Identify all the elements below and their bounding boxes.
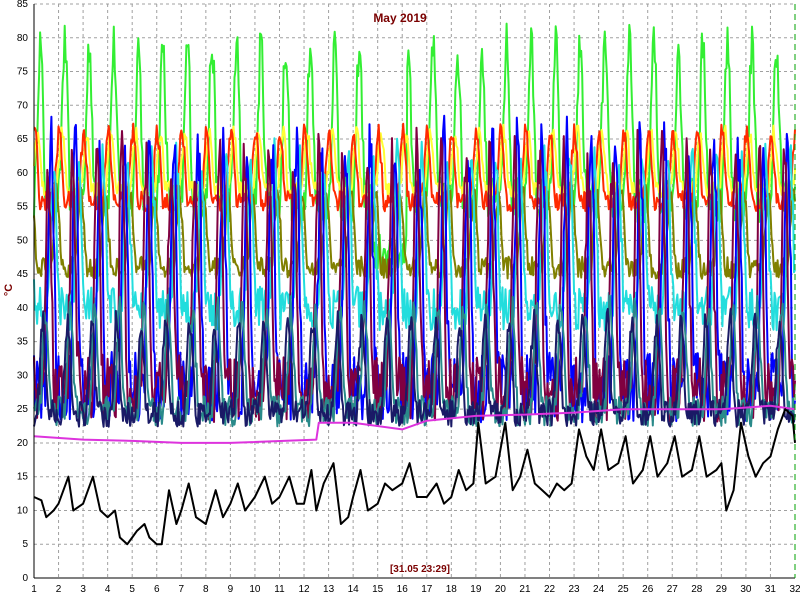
y-tick-label: 70 [17, 100, 29, 111]
x-tick-label: 22 [544, 584, 556, 595]
x-tick-label: 27 [667, 584, 679, 595]
y-tick-label: 5 [22, 539, 28, 550]
x-tick-label: 18 [446, 584, 458, 595]
x-tick-label: 10 [249, 584, 261, 595]
x-tick-label: 25 [618, 584, 630, 595]
chart-title: May 2019 [373, 11, 427, 25]
x-tick-label: 30 [740, 584, 752, 595]
x-tick-label: 11 [274, 584, 285, 595]
x-tick-label: 29 [716, 584, 728, 595]
y-tick-label: 80 [17, 33, 29, 44]
x-tick-label: 21 [519, 584, 531, 595]
y-tick-label: 40 [17, 303, 29, 314]
x-tick-label: 16 [397, 584, 409, 595]
x-tick-label: 5 [129, 584, 135, 595]
y-tick-label: 10 [17, 505, 29, 516]
x-tick-label: 19 [470, 584, 482, 595]
timestamp-label: [31.05 23:29] [390, 564, 450, 575]
x-tick-label: 20 [495, 584, 507, 595]
y-tick-label: 65 [17, 134, 29, 145]
series-line [33, 307, 796, 428]
x-tick-label: 17 [421, 584, 433, 595]
y-tick-label: 30 [17, 370, 29, 381]
x-tick-label: 3 [80, 584, 86, 595]
y-tick-label: 20 [17, 438, 29, 449]
x-tick-label: 6 [154, 584, 160, 595]
series-line [33, 404, 796, 444]
series-group [33, 22, 796, 546]
x-tick-label: 8 [203, 584, 209, 595]
y-tick-label: 25 [17, 404, 29, 415]
x-tick-label: 12 [298, 584, 310, 595]
x-tick-label: 2 [56, 584, 62, 595]
y-tick-label: 15 [17, 472, 29, 483]
x-tick-label: 7 [179, 584, 185, 595]
y-tick-label: 55 [17, 202, 29, 213]
x-tick-label: 31 [765, 584, 777, 595]
x-tick-label: 32 [789, 584, 800, 595]
x-tick-label: 28 [691, 584, 703, 595]
y-tick-label: 0 [22, 573, 28, 584]
x-tick-label: 23 [569, 584, 581, 595]
series-line [33, 114, 796, 424]
x-tick-label: 9 [228, 584, 234, 595]
y-tick-label: 35 [17, 337, 29, 348]
x-tick-label: 13 [323, 584, 335, 595]
series-line [33, 408, 796, 546]
y-tick-label: 85 [17, 0, 29, 10]
x-tick-label: 24 [593, 584, 605, 595]
y-tick-label: 50 [17, 235, 29, 246]
y-tick-label: 60 [17, 168, 29, 179]
y-tick-label: 75 [17, 67, 29, 78]
x-tick-label: 1 [31, 584, 37, 595]
x-tick-label: 4 [105, 584, 111, 595]
y-tick-label: 45 [17, 269, 29, 280]
y-axis-label: °C [3, 284, 15, 296]
x-tick-label: 15 [372, 584, 384, 595]
x-tick-label: 26 [642, 584, 654, 595]
x-tick-label: 14 [348, 584, 360, 595]
